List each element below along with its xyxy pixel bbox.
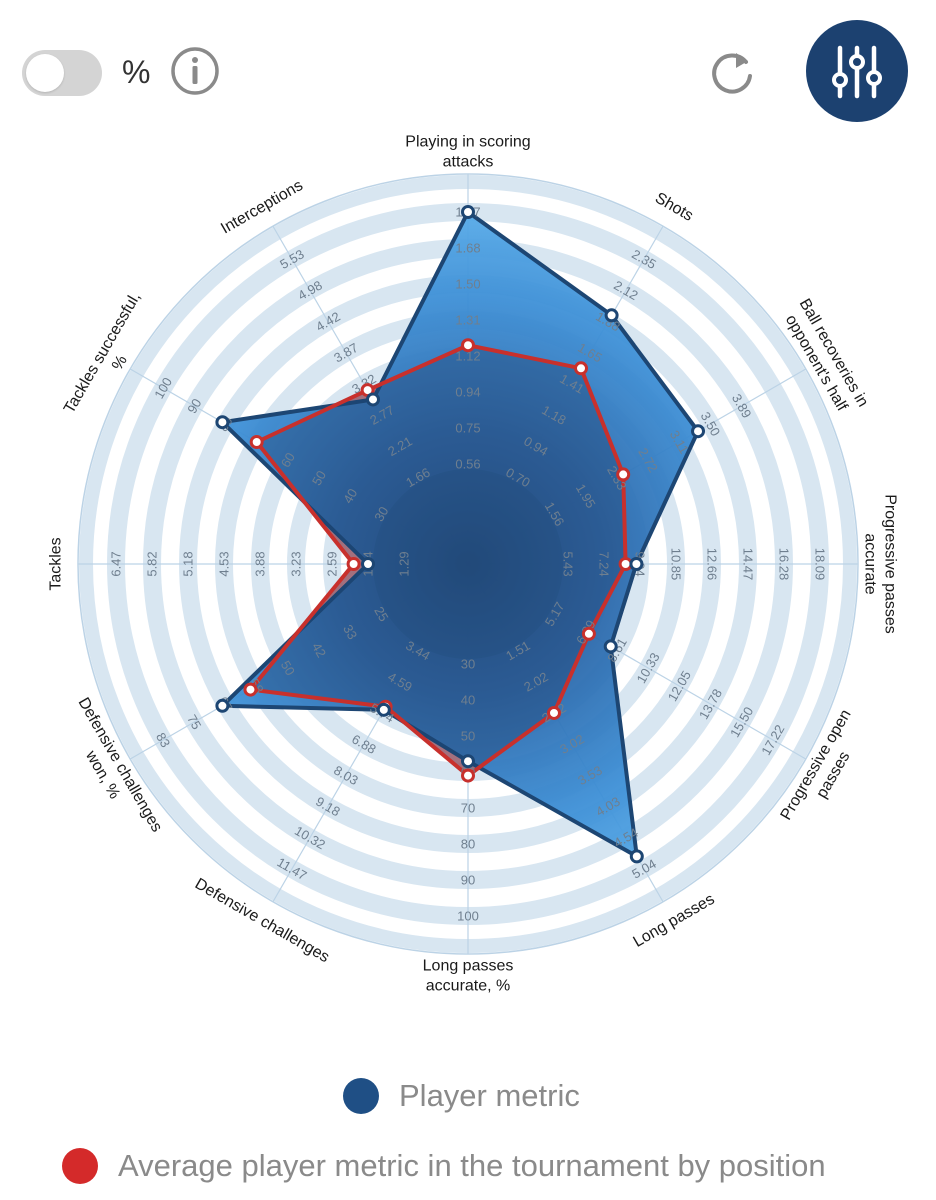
- tick-label: 40: [461, 693, 475, 708]
- axis-label-line: accurate, %: [426, 978, 510, 995]
- axis-label-line: Progressive passes: [882, 494, 899, 634]
- axis-label-line: Playing in scoring: [405, 134, 530, 151]
- player-point[interactable]: [461, 754, 475, 769]
- tick-label: 6.47: [109, 551, 124, 576]
- tick-label: 10.85: [669, 548, 684, 581]
- player-point[interactable]: [361, 557, 375, 571]
- legend-item-player[interactable]: Player metric: [343, 1078, 580, 1114]
- tick-label: 7.24: [597, 551, 612, 576]
- tick-label: 5.82: [145, 551, 160, 576]
- average-point[interactable]: [249, 435, 264, 449]
- axis-label-line: Long passes: [423, 958, 514, 975]
- player-point[interactable]: [604, 308, 619, 323]
- player-point[interactable]: [215, 415, 230, 430]
- tick-label: 90: [184, 396, 204, 416]
- percent-toggle[interactable]: [22, 50, 102, 96]
- radar-chart: 0.560.750.941.121.311.501.681.870.700.94…: [48, 134, 899, 995]
- tick-label: 50: [309, 468, 329, 488]
- average-point[interactable]: [574, 361, 588, 376]
- average-point[interactable]: [243, 682, 258, 697]
- tick-label: 50: [461, 729, 475, 744]
- legend-label-average: Average player metric in the tournament …: [118, 1148, 826, 1183]
- average-point[interactable]: [547, 705, 561, 720]
- center-shade: [373, 469, 563, 659]
- legend-dot-player: [343, 1078, 379, 1114]
- toggle-knob[interactable]: [26, 54, 64, 92]
- legend-item-average[interactable]: Average player metric in the tournament …: [62, 1148, 826, 1184]
- tick-label: 1.68: [455, 241, 480, 256]
- tick-label: 50: [278, 658, 298, 678]
- tick-label: 14.47: [741, 548, 756, 581]
- axis-label: Long passes accurate, %: [423, 958, 514, 995]
- player-point[interactable]: [603, 639, 618, 654]
- tick-label: 3.23: [289, 551, 304, 576]
- tick-label: 5.18: [181, 551, 196, 576]
- average-point[interactable]: [461, 768, 475, 783]
- axis-label-line: accurate: [862, 533, 879, 594]
- tick-label: 2.59: [325, 551, 340, 576]
- chart-toolbar: %: [0, 0, 936, 130]
- tick-label: 1.12: [455, 349, 480, 364]
- tick-label: 0.94: [455, 385, 480, 400]
- legend-dot-average: [62, 1148, 98, 1184]
- tick-label: 3.88: [253, 551, 268, 576]
- player-point[interactable]: [691, 424, 706, 439]
- player-point[interactable]: [366, 392, 380, 407]
- point-markers: [215, 205, 706, 864]
- axis-label: Tackles: [48, 537, 65, 590]
- axis-label: Shots: [652, 190, 696, 225]
- tick-label: 0.56: [455, 457, 480, 472]
- tick-label: 70: [461, 801, 475, 816]
- tick-label: 100: [457, 909, 479, 924]
- tick-label: 75: [184, 712, 204, 732]
- tick-label: 40: [340, 486, 360, 506]
- chart-legend: Player metric Average player metric in t…: [0, 1068, 936, 1198]
- average-point[interactable]: [461, 338, 475, 353]
- tick-label: 80: [461, 837, 475, 852]
- sliders-icon: [832, 45, 882, 99]
- average-point[interactable]: [346, 557, 361, 571]
- percent-label: %: [122, 54, 151, 90]
- tick-label: 1.29: [397, 551, 412, 576]
- tick-label: 42: [309, 640, 329, 660]
- tick-label: 0.75: [455, 421, 480, 436]
- tick-label: 83: [153, 730, 173, 750]
- info-icon[interactable]: [170, 46, 220, 96]
- tick-label: 25: [371, 604, 391, 624]
- tick-label: 4.53: [217, 551, 232, 576]
- player-point[interactable]: [376, 702, 391, 717]
- tick-label: 90: [461, 873, 475, 888]
- player-point[interactable]: [215, 698, 230, 713]
- axis-label-line: attacks: [443, 154, 494, 171]
- tick-label: 16.28: [777, 548, 792, 581]
- tick-label: 30: [371, 504, 391, 524]
- tick-label: 12.66: [705, 548, 720, 581]
- player-point[interactable]: [629, 849, 644, 864]
- settings-button[interactable]: [806, 20, 908, 122]
- tick-label: 18.09: [813, 548, 828, 581]
- axis-label-line: Tackles: [48, 537, 65, 590]
- refresh-icon[interactable]: [706, 48, 758, 100]
- tick-label: 60: [278, 450, 298, 470]
- axis-label-line: %: [109, 353, 131, 374]
- tick-label: 30: [461, 657, 475, 672]
- axis-label-line: Shots: [652, 190, 696, 225]
- average-point[interactable]: [581, 626, 596, 641]
- tick-label: 1.31: [455, 313, 480, 328]
- tick-label: 1.50: [455, 277, 480, 292]
- tick-label: 33: [340, 622, 360, 642]
- player-point[interactable]: [629, 557, 644, 571]
- tick-label: 5.43: [561, 551, 576, 576]
- player-point[interactable]: [461, 205, 475, 219]
- legend-label-player: Player metric: [399, 1078, 580, 1113]
- average-point[interactable]: [616, 467, 631, 482]
- axis-label: Playing in scoring attacks: [405, 134, 530, 171]
